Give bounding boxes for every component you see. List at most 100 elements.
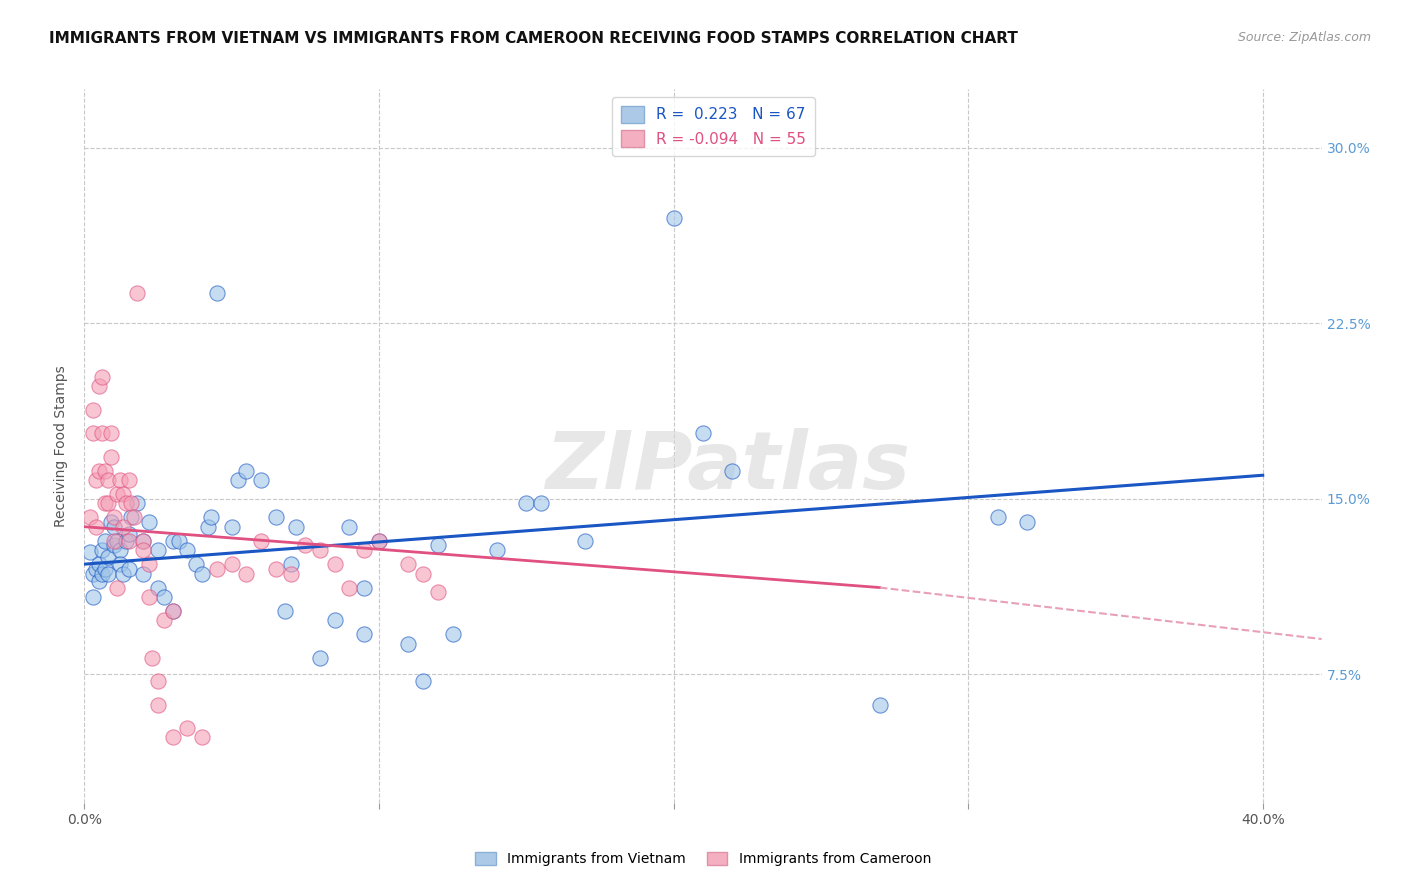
- Point: [167, 533, 190, 548]
- Point: [264, 510, 287, 524]
- Point: [87, 379, 110, 393]
- Point: [280, 557, 302, 571]
- Point: [105, 487, 128, 501]
- Legend: Immigrants from Vietnam, Immigrants from Cameroon: Immigrants from Vietnam, Immigrants from…: [470, 847, 936, 871]
- Point: [205, 285, 228, 300]
- Point: [176, 543, 198, 558]
- Point: [132, 566, 155, 581]
- Point: [91, 370, 114, 384]
- Point: [200, 510, 222, 524]
- Point: [235, 464, 257, 478]
- Point: [353, 627, 375, 641]
- Point: [153, 590, 176, 604]
- Point: [721, 464, 744, 478]
- Point: [105, 533, 128, 548]
- Point: [1015, 515, 1038, 529]
- Point: [205, 562, 228, 576]
- Point: [94, 464, 117, 478]
- Point: [191, 566, 214, 581]
- Point: [138, 557, 160, 571]
- Point: [132, 533, 155, 548]
- Point: [105, 581, 128, 595]
- Point: [97, 496, 120, 510]
- Point: [108, 473, 131, 487]
- Point: [127, 496, 149, 510]
- Point: [280, 566, 302, 581]
- Point: [235, 566, 257, 581]
- Y-axis label: Receiving Food Stamps: Receiving Food Stamps: [55, 365, 69, 527]
- Point: [226, 473, 249, 487]
- Point: [176, 721, 198, 735]
- Point: [368, 533, 391, 548]
- Point: [146, 581, 169, 595]
- Point: [138, 590, 160, 604]
- Point: [662, 211, 685, 225]
- Point: [412, 674, 434, 689]
- Point: [117, 562, 139, 576]
- Point: [294, 538, 316, 552]
- Point: [191, 731, 214, 745]
- Point: [127, 285, 149, 300]
- Point: [426, 538, 449, 552]
- Point: [117, 533, 139, 548]
- Point: [94, 533, 117, 548]
- Point: [987, 510, 1010, 524]
- Point: [111, 519, 134, 533]
- Point: [97, 550, 120, 565]
- Point: [108, 543, 131, 558]
- Point: [132, 533, 155, 548]
- Point: [100, 450, 122, 464]
- Point: [250, 473, 273, 487]
- Point: [79, 510, 101, 524]
- Point: [146, 698, 169, 712]
- Point: [121, 510, 143, 524]
- Point: [84, 562, 107, 576]
- Point: [197, 519, 219, 533]
- Point: [869, 698, 891, 712]
- Point: [121, 496, 143, 510]
- Point: [426, 585, 449, 599]
- Point: [146, 543, 169, 558]
- Point: [84, 473, 107, 487]
- Point: [396, 557, 419, 571]
- Point: [103, 538, 125, 552]
- Point: [285, 519, 308, 533]
- Point: [309, 543, 332, 558]
- Text: ZIPatlas: ZIPatlas: [546, 428, 910, 507]
- Point: [138, 515, 160, 529]
- Point: [87, 574, 110, 588]
- Point: [103, 519, 125, 533]
- Point: [111, 566, 134, 581]
- Point: [368, 533, 391, 548]
- Point: [91, 426, 114, 441]
- Point: [141, 650, 163, 665]
- Point: [339, 581, 361, 595]
- Point: [162, 731, 184, 745]
- Point: [162, 604, 184, 618]
- Point: [87, 557, 110, 571]
- Point: [103, 533, 125, 548]
- Point: [117, 526, 139, 541]
- Point: [111, 487, 134, 501]
- Point: [124, 510, 146, 524]
- Point: [515, 496, 537, 510]
- Point: [273, 604, 295, 618]
- Point: [108, 557, 131, 571]
- Point: [79, 545, 101, 559]
- Point: [441, 627, 464, 641]
- Point: [82, 426, 104, 441]
- Text: IMMIGRANTS FROM VIETNAM VS IMMIGRANTS FROM CAMEROON RECEIVING FOOD STAMPS CORREL: IMMIGRANTS FROM VIETNAM VS IMMIGRANTS FR…: [49, 31, 1018, 46]
- Point: [353, 581, 375, 595]
- Point: [97, 473, 120, 487]
- Point: [323, 557, 346, 571]
- Point: [114, 496, 136, 510]
- Point: [103, 510, 125, 524]
- Point: [264, 562, 287, 576]
- Point: [100, 426, 122, 441]
- Text: Source: ZipAtlas.com: Source: ZipAtlas.com: [1237, 31, 1371, 45]
- Point: [323, 613, 346, 627]
- Point: [250, 533, 273, 548]
- Point: [485, 543, 508, 558]
- Point: [82, 590, 104, 604]
- Point: [91, 543, 114, 558]
